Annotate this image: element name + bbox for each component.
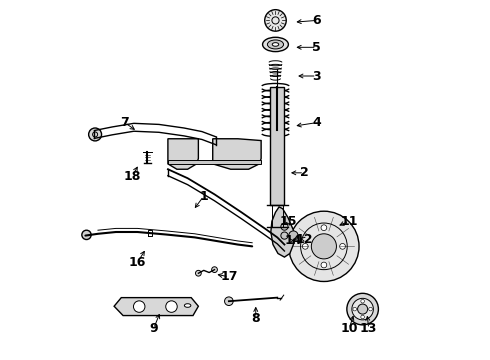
- Text: 15: 15: [279, 215, 297, 228]
- Circle shape: [212, 267, 218, 273]
- Circle shape: [196, 270, 201, 276]
- Text: 10: 10: [340, 322, 358, 335]
- Circle shape: [321, 225, 327, 230]
- Circle shape: [361, 315, 365, 319]
- Circle shape: [358, 304, 368, 314]
- Text: 13: 13: [360, 322, 377, 335]
- Circle shape: [89, 128, 101, 141]
- Circle shape: [224, 297, 233, 306]
- Polygon shape: [271, 207, 294, 257]
- Circle shape: [340, 243, 345, 249]
- Text: 8: 8: [251, 311, 260, 325]
- Circle shape: [133, 301, 145, 312]
- Circle shape: [361, 300, 365, 303]
- Circle shape: [166, 301, 177, 312]
- Text: 14: 14: [285, 234, 302, 247]
- Circle shape: [289, 231, 298, 240]
- Text: 5: 5: [312, 41, 321, 54]
- Ellipse shape: [272, 42, 279, 46]
- Ellipse shape: [263, 37, 289, 51]
- Circle shape: [302, 243, 308, 249]
- Text: 18: 18: [123, 170, 141, 183]
- Polygon shape: [168, 160, 261, 164]
- Polygon shape: [168, 139, 198, 169]
- Text: 2: 2: [300, 166, 309, 179]
- Circle shape: [321, 262, 327, 268]
- Text: 6: 6: [313, 14, 321, 27]
- Polygon shape: [213, 139, 261, 169]
- Circle shape: [281, 223, 288, 230]
- Circle shape: [368, 307, 372, 311]
- Circle shape: [353, 307, 357, 311]
- Circle shape: [347, 293, 378, 325]
- Polygon shape: [114, 298, 198, 316]
- Circle shape: [289, 211, 359, 282]
- Text: 9: 9: [149, 322, 158, 335]
- Text: 12: 12: [295, 233, 313, 246]
- Circle shape: [265, 10, 286, 31]
- FancyBboxPatch shape: [270, 87, 285, 205]
- Ellipse shape: [184, 304, 191, 307]
- Text: 16: 16: [129, 256, 146, 269]
- Circle shape: [311, 234, 337, 259]
- Ellipse shape: [268, 40, 284, 49]
- Text: 17: 17: [220, 270, 238, 283]
- Text: 4: 4: [312, 116, 321, 129]
- Circle shape: [82, 230, 91, 239]
- Text: 7: 7: [121, 116, 129, 129]
- Text: 11: 11: [340, 215, 358, 228]
- Text: 3: 3: [313, 69, 321, 82]
- Circle shape: [352, 298, 373, 320]
- Text: 1: 1: [199, 190, 208, 203]
- Circle shape: [281, 232, 288, 239]
